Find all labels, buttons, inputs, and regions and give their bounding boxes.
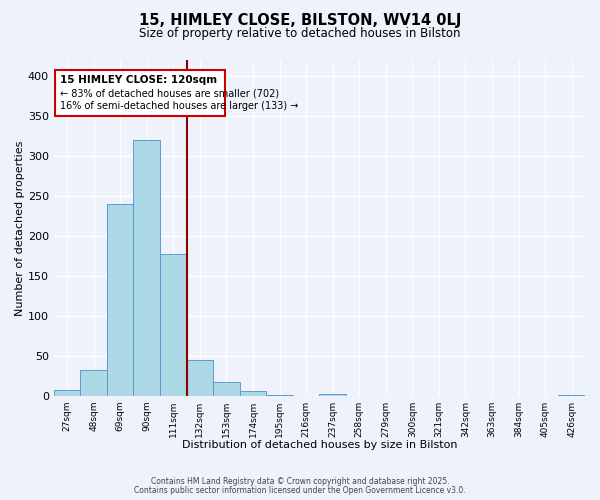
Bar [239, 391, 266, 396]
Bar [107, 204, 133, 396]
Bar [266, 395, 293, 396]
X-axis label: Distribution of detached houses by size in Bilston: Distribution of detached houses by size … [182, 440, 457, 450]
Bar [319, 394, 346, 396]
Text: Contains public sector information licensed under the Open Government Licence v3: Contains public sector information licen… [134, 486, 466, 495]
Text: Contains HM Land Registry data © Crown copyright and database right 2025.: Contains HM Land Registry data © Crown c… [151, 477, 449, 486]
Text: 15 HIMLEY CLOSE: 120sqm: 15 HIMLEY CLOSE: 120sqm [61, 75, 218, 85]
Text: 16% of semi-detached houses are larger (133) →: 16% of semi-detached houses are larger (… [61, 102, 299, 112]
Bar [213, 382, 239, 396]
Bar [160, 254, 187, 396]
Text: ← 83% of detached houses are smaller (702): ← 83% of detached houses are smaller (70… [61, 88, 280, 99]
Bar [133, 140, 160, 396]
Bar [559, 395, 585, 396]
Text: 15, HIMLEY CLOSE, BILSTON, WV14 0LJ: 15, HIMLEY CLOSE, BILSTON, WV14 0LJ [139, 12, 461, 28]
FancyBboxPatch shape [55, 70, 225, 116]
Bar [54, 390, 80, 396]
Text: Size of property relative to detached houses in Bilston: Size of property relative to detached ho… [139, 28, 461, 40]
Bar [187, 360, 213, 396]
Bar [80, 370, 107, 396]
Y-axis label: Number of detached properties: Number of detached properties [15, 140, 25, 316]
